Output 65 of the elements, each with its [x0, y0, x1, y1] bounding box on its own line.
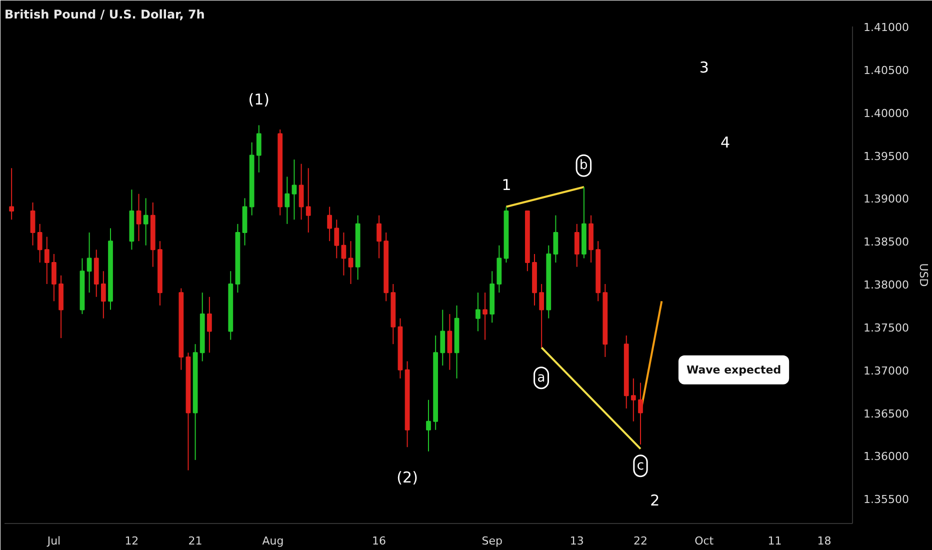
x-tick-label: Aug	[262, 534, 284, 548]
annotation: b	[580, 158, 588, 174]
annotation: 2	[650, 492, 660, 510]
candlestick	[638, 382, 643, 446]
x-tick-label: 22	[634, 534, 648, 548]
y-tick-label: 1.41000	[864, 21, 909, 34]
x-tick-label: 16	[372, 534, 386, 548]
x-tick-label: 11	[768, 534, 782, 548]
annotation: 4	[720, 133, 730, 152]
candlestick	[574, 223, 580, 268]
candlestick	[9, 168, 14, 220]
y-tick-label: 1.36500	[864, 407, 909, 420]
candlestick	[426, 399, 431, 452]
annotation: (1)	[248, 90, 270, 109]
candlestick	[447, 314, 452, 370]
candlestick	[292, 159, 297, 220]
candlestick	[334, 219, 340, 259]
y-tick-label: 1.40000	[864, 106, 909, 120]
y-tick-label: 1.39000	[864, 192, 909, 206]
candlestick	[206, 296, 212, 354]
candlestick	[440, 309, 446, 366]
candlestick	[539, 284, 544, 348]
annotation: c	[636, 458, 644, 474]
candlestick	[37, 223, 42, 264]
y-axis-title: USD	[916, 263, 930, 287]
x-tick-label: 21	[188, 534, 202, 548]
y-tick-label: 1.40500	[864, 64, 909, 77]
y-tick-label: 1.36000	[864, 450, 909, 464]
candlestick	[52, 253, 56, 302]
x-tick-label: Jul	[46, 534, 61, 548]
candlestick	[100, 270, 106, 319]
y-tick-label: 1.38000	[864, 278, 909, 292]
y-tick-label: 1.38500	[864, 236, 909, 249]
candlestick	[553, 214, 558, 264]
annotation: 3	[699, 58, 709, 76]
y-tick-label: 1.37500	[864, 321, 909, 334]
candlestick	[630, 378, 636, 422]
candlestick	[306, 168, 311, 234]
candlestick	[341, 232, 346, 276]
x-tick-label: Oct	[694, 534, 714, 548]
candlestick	[86, 232, 92, 294]
candlestick	[348, 240, 354, 285]
x-tick-label: 12	[124, 534, 139, 548]
x-tick-label: 18	[817, 534, 832, 548]
x-tick-label: Sep	[482, 534, 502, 548]
candlestick	[327, 206, 332, 242]
annotation: (2)	[396, 468, 418, 486]
candlestick	[482, 292, 488, 340]
y-tick-label: 1.37000	[864, 364, 909, 378]
candlestick	[284, 176, 290, 224]
annotation: Wave expected	[686, 363, 782, 376]
chart-title: British Pound / U.S. Dollar, 7h	[4, 8, 205, 22]
annotation: 1	[502, 176, 512, 194]
candlestick	[298, 163, 304, 220]
annotation: a	[537, 370, 546, 386]
candlestick	[256, 124, 262, 173]
candlestick	[476, 292, 480, 332]
candlestick	[30, 202, 36, 246]
y-tick-label: 1.39500	[864, 150, 909, 163]
candlestick	[44, 236, 50, 285]
y-tick-label: 1.35500	[864, 493, 909, 506]
x-tick-label: 13	[570, 534, 584, 548]
candlestick	[376, 214, 382, 259]
candlestick	[136, 193, 142, 242]
candlestick	[143, 198, 148, 246]
